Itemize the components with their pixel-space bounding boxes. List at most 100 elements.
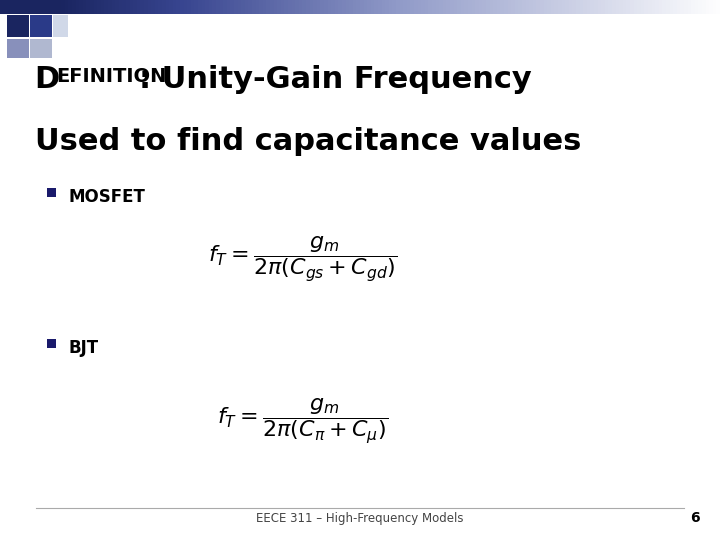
Bar <box>425 0 430 14</box>
Bar <box>670 0 675 14</box>
Bar <box>133 0 138 14</box>
Bar <box>691 0 696 14</box>
Bar <box>234 0 239 14</box>
Bar <box>259 0 264 14</box>
Bar <box>450 0 455 14</box>
Bar <box>126 0 131 14</box>
Bar <box>612 0 617 14</box>
Bar <box>342 0 347 14</box>
Bar <box>464 0 469 14</box>
Bar <box>47 0 52 14</box>
Bar <box>594 0 599 14</box>
Bar <box>349 0 354 14</box>
Bar <box>702 0 707 14</box>
Bar <box>7 39 29 58</box>
Bar <box>22 0 27 14</box>
Bar <box>306 0 311 14</box>
Bar <box>53 15 68 37</box>
Bar <box>187 0 192 14</box>
Text: 6: 6 <box>690 511 700 525</box>
Bar <box>504 0 509 14</box>
Bar <box>709 0 714 14</box>
Bar <box>47 188 56 197</box>
Bar <box>216 0 221 14</box>
Bar <box>389 0 394 14</box>
Bar <box>292 0 297 14</box>
Bar <box>644 0 649 14</box>
Bar <box>558 0 563 14</box>
Bar <box>403 0 408 14</box>
Text: EECE 311 – High-Frequency Models: EECE 311 – High-Frequency Models <box>256 512 464 525</box>
Bar <box>7 0 12 14</box>
Bar <box>299 0 304 14</box>
Text: EFINITION: EFINITION <box>56 68 166 86</box>
Bar <box>634 0 639 14</box>
Bar <box>716 0 720 14</box>
Bar <box>83 0 88 14</box>
Bar <box>79 0 84 14</box>
Bar <box>648 0 653 14</box>
Bar <box>317 0 322 14</box>
Bar <box>86 0 91 14</box>
Bar <box>230 0 235 14</box>
Bar <box>623 0 628 14</box>
Bar <box>281 0 286 14</box>
Bar <box>176 0 181 14</box>
Bar <box>684 0 689 14</box>
Bar <box>659 0 664 14</box>
Bar <box>30 15 52 37</box>
Bar <box>245 0 250 14</box>
Bar <box>205 0 210 14</box>
Text: $f_T = \dfrac{g_m}{2\pi(C_{gs} + C_{gd})}$: $f_T = \dfrac{g_m}{2\pi(C_{gs} + C_{gd})… <box>207 234 397 284</box>
Bar <box>148 0 153 14</box>
Bar <box>587 0 592 14</box>
Bar <box>72 0 77 14</box>
Bar <box>673 0 678 14</box>
Bar <box>580 0 585 14</box>
Bar <box>32 0 37 14</box>
Bar <box>30 39 52 58</box>
Bar <box>202 0 207 14</box>
Bar <box>151 0 156 14</box>
Bar <box>76 0 81 14</box>
Bar <box>180 0 185 14</box>
Bar <box>500 0 505 14</box>
Bar <box>371 0 376 14</box>
Text: BJT: BJT <box>68 339 99 357</box>
Bar <box>706 0 711 14</box>
Bar <box>407 0 412 14</box>
Bar <box>432 0 437 14</box>
Bar <box>576 0 581 14</box>
Text: MOSFET: MOSFET <box>68 188 145 206</box>
Bar <box>119 0 124 14</box>
Bar <box>346 0 351 14</box>
Bar <box>360 0 365 14</box>
Bar <box>385 0 390 14</box>
Bar <box>364 0 369 14</box>
Bar <box>284 0 289 14</box>
Bar <box>101 0 106 14</box>
Bar <box>533 0 538 14</box>
Bar <box>569 0 574 14</box>
Bar <box>619 0 624 14</box>
Bar <box>4 0 9 14</box>
Bar <box>392 0 397 14</box>
Bar <box>209 0 214 14</box>
Bar <box>695 0 700 14</box>
Bar <box>324 0 329 14</box>
Bar <box>698 0 703 14</box>
Bar <box>25 0 30 14</box>
Bar <box>497 0 502 14</box>
Bar <box>641 0 646 14</box>
Text: Used to find capacitance values: Used to find capacitance values <box>35 127 581 156</box>
Text: : Unity-Gain Frequency: : Unity-Gain Frequency <box>139 65 531 94</box>
Bar <box>252 0 257 14</box>
Bar <box>248 0 253 14</box>
Bar <box>241 0 246 14</box>
Bar <box>378 0 383 14</box>
Bar <box>11 0 16 14</box>
Bar <box>418 0 423 14</box>
Bar <box>108 0 113 14</box>
Bar <box>713 0 718 14</box>
Bar <box>313 0 318 14</box>
